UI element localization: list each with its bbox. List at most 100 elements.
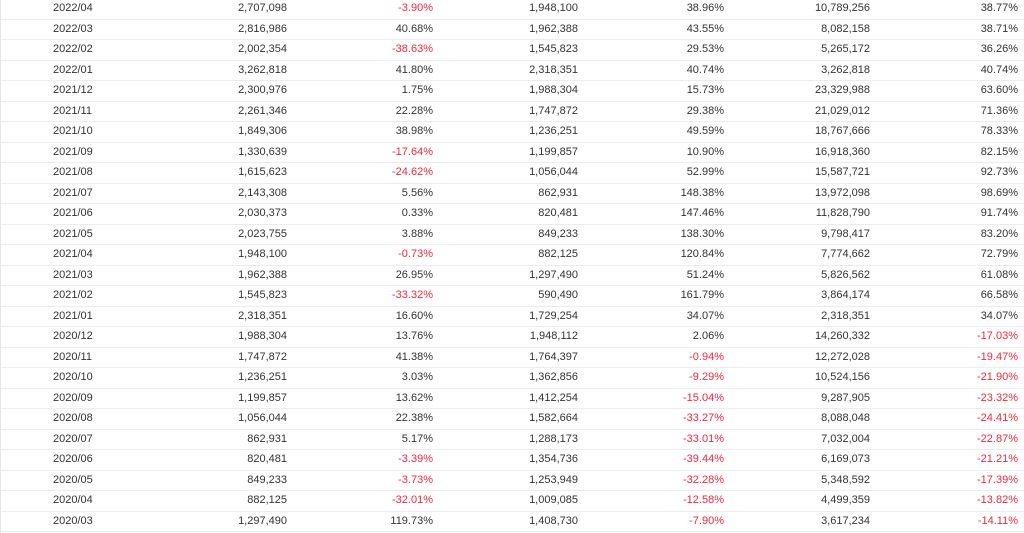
cumulative-revenue-cell: 5,348,592 [821, 473, 870, 486]
mom-change-cell: -17.64% [392, 145, 433, 158]
prev-year-revenue-cell: 1,297,490 [529, 268, 578, 281]
prev-year-revenue-cell: 590,490 [538, 289, 578, 301]
cumulative-revenue-cell: 6,169,073 [821, 453, 870, 465]
table-row: 2021/10 1,849,306 38.98% 1,236,251 49.59% 18,… [0, 122, 1024, 143]
table-row: 2021/04 1,948,100 -0.73% 882,125 120.84% 7,77… [0, 245, 1024, 266]
revenue-cell: 1,615,623 [238, 166, 287, 178]
revenue-cell: 2,143,308 [238, 186, 287, 199]
table-row: 2020/08 1,056,044 22.38% 1,582,664 -33.27% 8,… [0, 409, 1024, 430]
month-cell: 2021/02 [53, 289, 93, 301]
cumulative-revenue-cell: 11,828,790 [815, 207, 870, 219]
cumulative-revenue-cell: 16,918,360 [814, 145, 870, 158]
yoy-change-cell: -39.44% [683, 453, 724, 465]
revenue-cell: 1,199,857 [238, 391, 287, 404]
table-row: 2022/01 3,262,818 41.80% 2,318,351 40.74% 3,2… [0, 61, 1024, 81]
table-row: 2022/03 2,816,986 40.68% 1,962,388 43.55% 8,0… [0, 20, 1024, 40]
yoy-change-cell: -7.90% [689, 514, 724, 527]
mom-change-cell: 38.98% [395, 125, 433, 137]
cumulative-yoy-cell: -22.87% [977, 432, 1018, 445]
table-row: 2020/12 1,988,304 13.76% 1,948,112 2.06% 14,2… [0, 327, 1024, 348]
revenue-cell: 1,297,490 [238, 514, 287, 527]
cumulative-yoy-cell: -24.41% [977, 412, 1018, 424]
mom-change-cell: 16.60% [395, 309, 433, 322]
cumulative-revenue-cell: 18,767,666 [814, 125, 870, 137]
month-cell: 2020/06 [53, 453, 93, 465]
month-cell: 2021/04 [53, 248, 93, 260]
cumulative-yoy-cell: 92.73% [980, 166, 1018, 178]
month-cell: 2022/04 [53, 2, 93, 14]
revenue-cell: 1,330,639 [238, 145, 287, 158]
yoy-change-cell: 15.73% [686, 84, 724, 96]
month-cell: 2020/07 [53, 432, 93, 445]
prev-year-revenue-cell: 1,545,823 [529, 43, 578, 55]
revenue-cell: 2,002,354 [238, 43, 287, 55]
yoy-change-cell: -32.28% [683, 473, 724, 486]
cumulative-yoy-cell: -21.21% [977, 453, 1018, 465]
yoy-change-cell: -33.27% [683, 412, 724, 424]
mom-change-cell: 41.80% [395, 63, 433, 76]
month-cell: 2021/10 [53, 125, 93, 137]
revenue-cell: 2,707,098 [238, 2, 287, 14]
yoy-change-cell: -12.58% [683, 494, 724, 506]
cumulative-revenue-cell: 13,972,098 [814, 186, 870, 199]
yoy-change-cell: 10.90% [686, 145, 724, 158]
prev-year-revenue-cell: 1,948,112 [529, 330, 578, 342]
yoy-change-cell: 148.38% [680, 186, 724, 199]
month-cell: 2020/08 [53, 412, 93, 424]
cumulative-revenue-cell: 5,265,172 [821, 43, 870, 55]
revenue-cell: 2,023,755 [238, 227, 287, 240]
yoy-change-cell: 40.74% [686, 63, 724, 76]
cumulative-yoy-cell: 38.77% [980, 2, 1018, 14]
prev-year-revenue-cell: 1,729,254 [529, 309, 578, 322]
prev-year-revenue-cell: 1,056,044 [529, 166, 578, 178]
revenue-cell: 2,261,346 [238, 104, 287, 117]
cumulative-revenue-cell: 3,617,234 [821, 514, 870, 527]
revenue-cell: 820,481 [247, 453, 287, 465]
cumulative-yoy-cell: -13.82% [977, 494, 1018, 506]
prev-year-revenue-cell: 1,948,100 [529, 2, 578, 14]
month-cell: 2020/04 [53, 494, 93, 506]
mom-change-cell: 1.75% [401, 84, 433, 96]
prev-year-revenue-cell: 1,236,251 [529, 125, 578, 137]
yoy-change-cell: 161.79% [680, 289, 724, 301]
prev-year-revenue-cell: 1,962,388 [529, 22, 578, 35]
table-row: 2021/03 1,962,388 26.95% 1,297,490 51.24% 5,8… [0, 266, 1024, 286]
cumulative-yoy-cell: -23.32% [977, 391, 1018, 404]
prev-year-revenue-cell: 1,747,872 [529, 104, 578, 117]
prev-year-revenue-cell: 1,362,856 [529, 371, 578, 383]
cumulative-yoy-cell: -21.90% [977, 371, 1018, 383]
mom-change-cell: -3.73% [398, 473, 433, 486]
mom-change-cell: -33.32% [392, 289, 433, 301]
month-cell: 2021/09 [53, 145, 93, 158]
prev-year-revenue-cell: 1,764,397 [529, 350, 578, 363]
revenue-cell: 2,300,976 [238, 84, 287, 96]
table-row: 2020/05 849,233 -3.73% 1,253,949 -32.28% 5,34… [0, 471, 1024, 491]
month-cell: 2021/05 [53, 227, 93, 240]
prev-year-revenue-cell: 1,988,304 [529, 84, 578, 96]
prev-year-revenue-cell: 1,009,085 [529, 494, 578, 506]
prev-year-revenue-cell: 882,125 [538, 248, 578, 260]
yoy-change-cell: -0.94% [689, 350, 724, 363]
yoy-change-cell: -33.01% [683, 432, 724, 445]
month-cell: 2021/07 [53, 186, 93, 199]
prev-year-revenue-cell: 1,253,949 [529, 473, 578, 486]
yoy-change-cell: 34.07% [686, 309, 724, 322]
cumulative-revenue-cell: 8,082,158 [821, 22, 870, 35]
mom-change-cell: 119.73% [390, 514, 433, 527]
cumulative-yoy-cell: 78.33% [980, 125, 1018, 137]
revenue-cell: 1,962,388 [238, 268, 287, 281]
month-cell: 2020/05 [53, 473, 93, 486]
revenue-cell: 1,849,306 [238, 125, 287, 137]
cumulative-yoy-cell: -17.39% [977, 473, 1018, 486]
mom-change-cell: -32.01% [392, 494, 433, 506]
cumulative-yoy-cell: 36.26% [980, 43, 1018, 55]
mom-change-cell: -38.63% [392, 43, 433, 55]
revenue-cell: 2,816,986 [238, 22, 287, 35]
table-row: 2020/06 820,481 -3.39% 1,354,736 -39.44% 6,16… [0, 450, 1024, 471]
yoy-change-cell: 120.84% [680, 248, 724, 260]
cumulative-yoy-cell: 83.20% [980, 227, 1018, 240]
prev-year-revenue-cell: 1,408,730 [529, 514, 578, 527]
mom-change-cell: 13.62% [395, 391, 433, 404]
prev-year-revenue-cell: 849,233 [538, 227, 578, 240]
